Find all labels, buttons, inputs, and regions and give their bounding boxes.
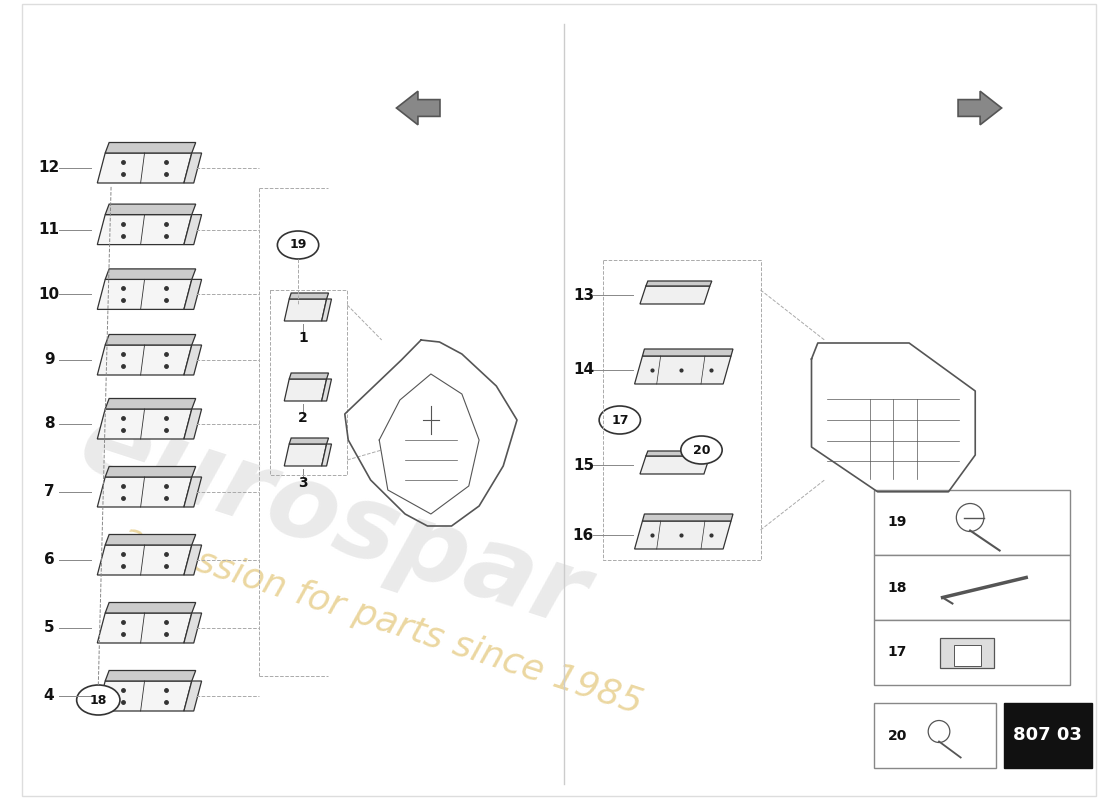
Text: 18: 18 bbox=[888, 581, 907, 594]
Ellipse shape bbox=[77, 685, 120, 715]
Text: 20: 20 bbox=[693, 443, 711, 457]
Polygon shape bbox=[106, 334, 196, 345]
Bar bbox=[873, 490, 1070, 555]
Bar bbox=[873, 555, 1070, 620]
Polygon shape bbox=[106, 602, 196, 613]
Bar bbox=[940, 638, 994, 667]
Polygon shape bbox=[321, 379, 331, 401]
Text: 11: 11 bbox=[39, 222, 59, 237]
Polygon shape bbox=[184, 279, 201, 310]
Polygon shape bbox=[97, 545, 191, 575]
Polygon shape bbox=[642, 349, 733, 356]
Polygon shape bbox=[289, 293, 329, 299]
Text: 20: 20 bbox=[888, 729, 906, 742]
Polygon shape bbox=[184, 681, 201, 711]
Polygon shape bbox=[97, 153, 191, 183]
Text: 6: 6 bbox=[44, 553, 55, 567]
Polygon shape bbox=[184, 613, 201, 643]
Polygon shape bbox=[106, 269, 196, 279]
Text: 807 03: 807 03 bbox=[1013, 726, 1082, 745]
Polygon shape bbox=[97, 681, 191, 711]
Polygon shape bbox=[97, 477, 191, 507]
Polygon shape bbox=[635, 521, 732, 549]
Text: 19: 19 bbox=[289, 238, 307, 251]
Text: 13: 13 bbox=[573, 287, 594, 302]
Polygon shape bbox=[97, 613, 191, 643]
Text: 19: 19 bbox=[888, 515, 906, 530]
Circle shape bbox=[956, 503, 983, 531]
Text: 4: 4 bbox=[44, 689, 54, 703]
Polygon shape bbox=[184, 477, 201, 507]
Text: 14: 14 bbox=[573, 362, 594, 378]
Text: 7: 7 bbox=[44, 485, 54, 499]
Text: 17: 17 bbox=[888, 646, 906, 659]
Bar bbox=[954, 645, 981, 666]
Text: 10: 10 bbox=[39, 287, 59, 302]
Polygon shape bbox=[184, 153, 201, 183]
Text: 3: 3 bbox=[298, 476, 308, 490]
Polygon shape bbox=[289, 438, 329, 444]
Polygon shape bbox=[106, 398, 196, 409]
Polygon shape bbox=[284, 444, 327, 466]
Polygon shape bbox=[396, 91, 440, 125]
Text: a passion for parts since 1985: a passion for parts since 1985 bbox=[117, 519, 647, 721]
Text: 8: 8 bbox=[44, 417, 54, 431]
Polygon shape bbox=[97, 345, 191, 375]
Polygon shape bbox=[642, 514, 733, 521]
Polygon shape bbox=[289, 373, 329, 379]
Polygon shape bbox=[284, 299, 327, 321]
Polygon shape bbox=[106, 204, 196, 214]
Polygon shape bbox=[321, 444, 331, 466]
Polygon shape bbox=[106, 534, 196, 545]
Text: 2: 2 bbox=[298, 411, 308, 425]
Polygon shape bbox=[106, 466, 196, 477]
Polygon shape bbox=[184, 214, 201, 245]
Text: eurospar: eurospar bbox=[67, 390, 598, 650]
Text: 15: 15 bbox=[573, 458, 594, 473]
Polygon shape bbox=[640, 456, 710, 474]
Text: 5: 5 bbox=[44, 621, 54, 635]
Bar bbox=[873, 703, 996, 768]
Ellipse shape bbox=[681, 436, 722, 464]
Polygon shape bbox=[646, 281, 712, 286]
Polygon shape bbox=[97, 409, 191, 439]
Polygon shape bbox=[284, 379, 327, 401]
Bar bbox=[873, 620, 1070, 685]
Text: 16: 16 bbox=[573, 527, 594, 542]
Polygon shape bbox=[958, 91, 1002, 125]
Polygon shape bbox=[184, 545, 201, 575]
Text: 12: 12 bbox=[39, 161, 59, 175]
Circle shape bbox=[928, 721, 949, 742]
Polygon shape bbox=[184, 345, 201, 375]
Text: 1: 1 bbox=[298, 331, 308, 345]
Bar bbox=[1003, 703, 1092, 768]
Text: 17: 17 bbox=[612, 414, 628, 426]
Text: 9: 9 bbox=[44, 353, 54, 367]
Polygon shape bbox=[646, 451, 712, 456]
Polygon shape bbox=[97, 279, 191, 310]
Polygon shape bbox=[106, 670, 196, 681]
Polygon shape bbox=[635, 356, 732, 384]
Text: 18: 18 bbox=[89, 694, 107, 706]
Ellipse shape bbox=[277, 231, 319, 259]
Polygon shape bbox=[106, 142, 196, 153]
Polygon shape bbox=[97, 214, 191, 245]
Ellipse shape bbox=[600, 406, 640, 434]
Polygon shape bbox=[184, 409, 201, 439]
Polygon shape bbox=[321, 299, 331, 321]
Polygon shape bbox=[640, 286, 710, 304]
